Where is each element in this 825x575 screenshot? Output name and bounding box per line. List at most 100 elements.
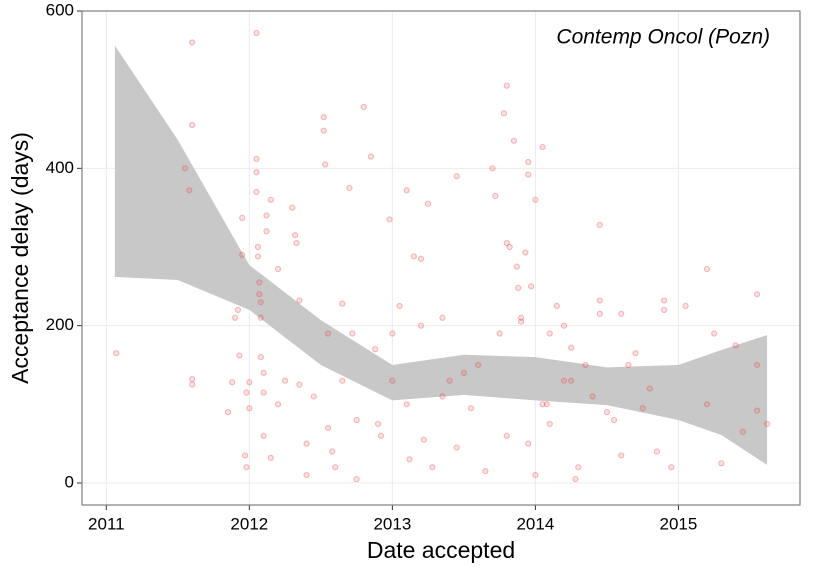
point [475, 361, 482, 369]
point [324, 424, 332, 432]
point [425, 200, 432, 207]
annotation: Contemp Oncol (Pozn) [556, 26, 770, 49]
point [661, 306, 668, 314]
point [532, 472, 539, 479]
point [661, 297, 668, 304]
point [189, 39, 196, 46]
point [403, 187, 410, 194]
point [753, 407, 761, 414]
point [374, 420, 382, 428]
point [256, 291, 263, 298]
point [289, 204, 296, 211]
panel-border [81, 10, 801, 506]
point [439, 393, 446, 400]
point [546, 330, 553, 337]
point [589, 393, 596, 400]
point [500, 110, 508, 117]
point [253, 169, 260, 176]
point [568, 344, 575, 351]
point [417, 255, 425, 262]
point [453, 173, 460, 180]
point [372, 346, 379, 353]
point [360, 103, 367, 111]
point [377, 432, 385, 439]
point [263, 212, 270, 219]
point [510, 137, 518, 144]
point [253, 29, 260, 37]
point [639, 405, 646, 412]
point [260, 432, 267, 439]
x-tick-label: 2014 [516, 514, 554, 533]
point [596, 310, 603, 317]
point [453, 444, 460, 451]
point [492, 192, 499, 199]
point [189, 381, 196, 388]
point [528, 283, 535, 290]
point [260, 389, 267, 396]
point [320, 114, 327, 121]
point [653, 448, 661, 455]
point [257, 314, 264, 321]
point [553, 302, 560, 310]
point [353, 416, 360, 424]
point [281, 377, 289, 384]
point [254, 253, 262, 260]
point [560, 322, 568, 329]
point [467, 405, 475, 412]
point [267, 196, 274, 203]
point [582, 361, 589, 369]
point [596, 221, 603, 229]
y-axis-title: Acceptance delay (days) [7, 132, 33, 384]
point [349, 330, 356, 337]
point [525, 158, 532, 166]
point [303, 440, 310, 447]
point [241, 452, 249, 459]
point [239, 251, 246, 258]
point [292, 232, 299, 239]
point [243, 464, 250, 471]
point [189, 121, 196, 129]
point [489, 165, 496, 172]
point [420, 436, 427, 443]
point [503, 82, 510, 89]
x-tick-label: 2013 [373, 514, 411, 533]
point [113, 350, 120, 357]
point [320, 127, 327, 134]
point [718, 460, 725, 467]
point [546, 420, 553, 428]
point [339, 300, 346, 307]
point [293, 239, 300, 247]
point [236, 352, 243, 359]
confidence-band [114, 45, 768, 465]
point [596, 297, 603, 304]
point [186, 187, 193, 194]
point [189, 376, 196, 383]
point [389, 377, 396, 384]
point [181, 165, 189, 172]
point [517, 314, 525, 321]
x-tick-label: 2011 [88, 514, 125, 533]
point [253, 155, 260, 162]
point [274, 401, 282, 408]
y-tick-label: 400 [46, 158, 74, 177]
point [439, 314, 446, 321]
point [246, 405, 253, 412]
point [753, 361, 761, 369]
point [517, 318, 525, 325]
point [496, 330, 503, 337]
point [603, 409, 611, 416]
x-tick-label: 2012 [230, 514, 268, 533]
point [303, 472, 310, 479]
point [389, 330, 396, 337]
y-tick-label: 0 [65, 472, 74, 491]
point [703, 401, 711, 408]
point [234, 306, 242, 314]
point [429, 464, 436, 471]
point [367, 153, 375, 160]
point [503, 432, 510, 439]
point [229, 379, 236, 386]
point [253, 188, 260, 196]
x-tick-label: 2015 [660, 514, 698, 533]
point [403, 401, 410, 408]
